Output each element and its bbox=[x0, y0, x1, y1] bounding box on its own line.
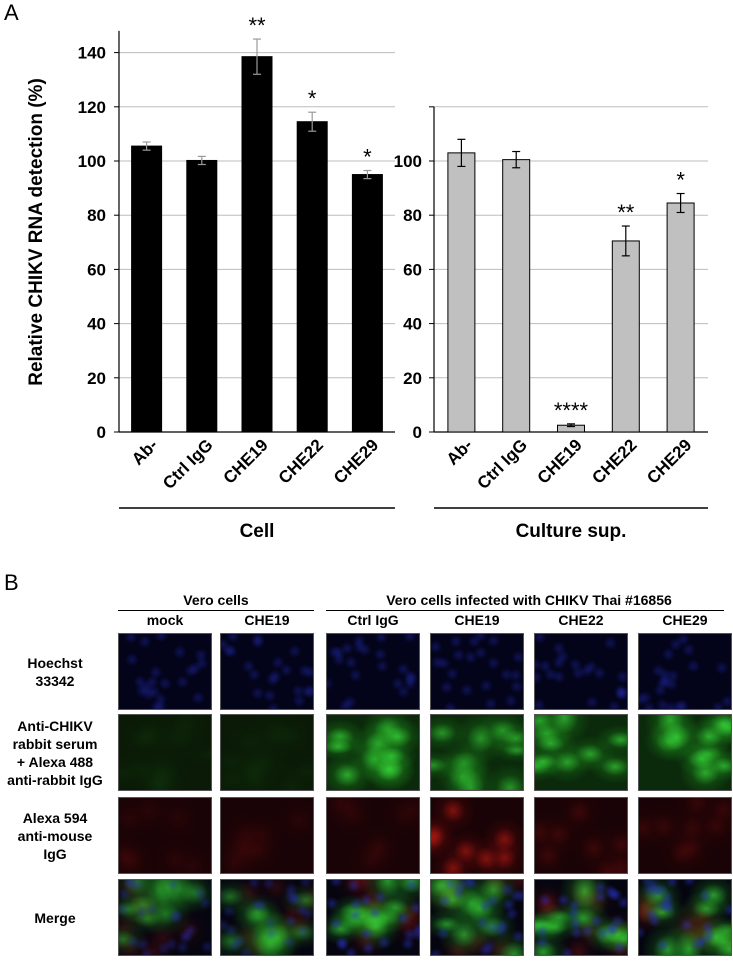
bar bbox=[186, 159, 218, 433]
x-tick-label: Ctrl IgG bbox=[474, 435, 532, 493]
row-label-line: IgG bbox=[43, 845, 67, 862]
column-label: CHE19 bbox=[454, 612, 500, 628]
bar bbox=[502, 159, 531, 433]
x-axis-label: Culture sup. bbox=[516, 521, 627, 542]
row-label-line: anti-mouse bbox=[17, 827, 93, 844]
x-tick-label: CHE19 bbox=[534, 435, 586, 487]
micrograph-green bbox=[534, 714, 628, 791]
group-label-vero: Vero cells bbox=[183, 592, 249, 608]
row-label-line: Anti-CHIKV bbox=[17, 717, 93, 734]
micrograph-red bbox=[326, 797, 420, 874]
micrograph-red bbox=[638, 797, 732, 874]
y-tick-label: 140 bbox=[78, 44, 106, 63]
x-tick-label: CHE19 bbox=[220, 435, 272, 487]
y-tick-label: 40 bbox=[403, 315, 422, 334]
significance-label: * bbox=[308, 86, 317, 111]
micrograph-red bbox=[118, 797, 212, 874]
micrograph-merge bbox=[326, 879, 420, 956]
y-tick-label: 80 bbox=[403, 206, 422, 225]
chart-cell: 0 20 40 60 80 100 120 140 Ab-Ctrl IgG ** CHE19 * CHE… bbox=[78, 13, 395, 542]
micrograph-green bbox=[118, 714, 212, 791]
row-label-line: rabbit serum bbox=[12, 735, 98, 752]
bar bbox=[351, 174, 383, 433]
micrograph-blue bbox=[638, 633, 732, 710]
group-label-infected: Vero cells infected with CHIKV Thai #168… bbox=[386, 592, 672, 608]
row-label: Alexa 594 anti-mouse IgG bbox=[0, 797, 110, 874]
micrograph-red bbox=[220, 797, 314, 874]
column-label: mock bbox=[146, 612, 184, 628]
bar bbox=[241, 56, 273, 433]
micrograph-merge bbox=[430, 879, 524, 956]
micrograph-red bbox=[534, 797, 628, 874]
row-label: Anti-CHIKV rabbit serum + Alexa 488 anti-ra… bbox=[0, 714, 110, 791]
micrograph-green bbox=[220, 714, 314, 791]
significance-label: * bbox=[363, 144, 372, 169]
bar bbox=[611, 240, 640, 433]
significance-label: ** bbox=[248, 13, 266, 38]
micrograph-merge bbox=[534, 879, 628, 956]
y-tick-label: 20 bbox=[403, 369, 422, 388]
column-label: CHE19 bbox=[244, 612, 290, 628]
micrograph-blue bbox=[326, 633, 420, 710]
micrograph-blue bbox=[430, 633, 524, 710]
chart-culture-sup: 0 20 40 60 80 100 Ab-Ctrl IgG **** CHE19 ** CHE22 *… bbox=[394, 106, 708, 542]
x-tick-label: CHE22 bbox=[588, 435, 640, 487]
micrograph-red bbox=[430, 797, 524, 874]
x-tick-label: Ab- bbox=[443, 435, 476, 468]
y-tick-label: 40 bbox=[87, 315, 106, 334]
x-tick-label: Ctrl IgG bbox=[159, 435, 217, 493]
chart-panel-a: Relative CHIKV RNA detection (%) 0 20 40 60… bbox=[26, 13, 708, 542]
panel-a-letter: A bbox=[4, 0, 19, 25]
row-label: Merge bbox=[0, 879, 110, 956]
y-tick-label: 60 bbox=[403, 260, 422, 279]
bar bbox=[296, 121, 328, 433]
significance-label: * bbox=[676, 168, 685, 193]
y-tick-label: 60 bbox=[87, 260, 106, 279]
x-tick-label: CHE29 bbox=[643, 435, 695, 487]
micrograph-green bbox=[638, 714, 732, 791]
row-label-line: + Alexa 488 bbox=[16, 753, 94, 770]
group-line-infected bbox=[326, 610, 724, 611]
column-label: CHE22 bbox=[558, 612, 604, 628]
row-label-line: anti-rabbit IgG bbox=[7, 771, 103, 788]
y-tick-label: 100 bbox=[394, 152, 422, 171]
y-axis-label: Relative CHIKV RNA detection (%) bbox=[26, 78, 47, 386]
micrograph-blue bbox=[118, 633, 212, 710]
x-axis-label: Cell bbox=[240, 521, 275, 542]
y-tick-label: 0 bbox=[413, 423, 422, 442]
row-label-line: Hoechst bbox=[27, 654, 83, 671]
row-label-line: Alexa 594 bbox=[22, 809, 88, 826]
bar bbox=[131, 145, 163, 433]
y-tick-label: 120 bbox=[78, 98, 106, 117]
y-tick-label: 0 bbox=[97, 423, 106, 442]
micrograph-blue bbox=[534, 633, 628, 710]
row-label-line: 33342 bbox=[35, 672, 75, 689]
column-label: CHE29 bbox=[662, 612, 708, 628]
x-tick-label: Ab- bbox=[128, 435, 161, 468]
bar bbox=[447, 152, 476, 433]
micrograph-blue bbox=[220, 633, 314, 710]
significance-label: **** bbox=[554, 398, 589, 423]
micrograph-green bbox=[326, 714, 420, 791]
column-label: Ctrl IgG bbox=[347, 612, 399, 628]
y-tick-label: 80 bbox=[87, 206, 106, 225]
row-label-line: Merge bbox=[34, 909, 76, 926]
micrograph-merge bbox=[118, 879, 212, 956]
micrograph-merge bbox=[220, 879, 314, 956]
y-tick-label: 100 bbox=[78, 152, 106, 171]
row-label: Hoechst 33342 bbox=[0, 633, 110, 710]
y-tick-label: 20 bbox=[87, 369, 106, 388]
micrograph-merge bbox=[638, 879, 732, 956]
panel-b-letter: B bbox=[4, 570, 19, 595]
x-tick-label: CHE22 bbox=[275, 435, 327, 487]
x-tick-label: CHE29 bbox=[330, 435, 382, 487]
bar bbox=[666, 202, 695, 433]
group-line-vero bbox=[118, 610, 314, 611]
micrograph-green bbox=[430, 714, 524, 791]
significance-label: ** bbox=[617, 200, 635, 225]
